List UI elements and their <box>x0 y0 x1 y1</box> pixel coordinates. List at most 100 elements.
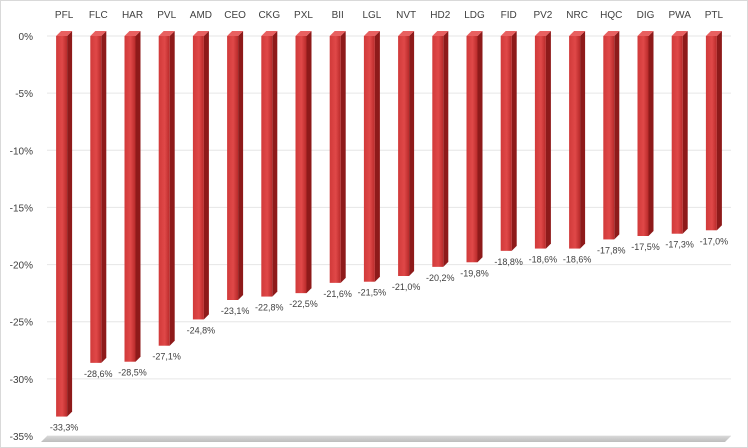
data-label: -18,6% <box>529 255 558 265</box>
data-label: -20,2% <box>426 273 455 283</box>
bar-side <box>511 31 517 251</box>
bar-top <box>363 31 380 36</box>
bar <box>261 36 273 297</box>
category-label: LGL <box>362 10 381 21</box>
bar <box>56 36 68 417</box>
y-tick-label: -5% <box>15 89 33 100</box>
bar-top <box>534 31 551 36</box>
bar-side <box>272 31 278 297</box>
category-label: PXL <box>294 10 313 21</box>
y-tick-label: -30% <box>10 375 33 386</box>
category-label: PV2 <box>533 10 552 21</box>
bar-side <box>614 31 620 240</box>
category-label: NVT <box>396 10 416 21</box>
category-label: PVL <box>157 10 176 21</box>
bar <box>227 36 239 300</box>
category-label: CEO <box>224 10 246 21</box>
bar <box>124 36 136 362</box>
bar-side <box>67 31 73 417</box>
bar <box>295 36 307 294</box>
data-label: -21,0% <box>392 282 421 292</box>
bar <box>671 36 683 234</box>
data-label: -28,5% <box>118 368 147 378</box>
category-label: HAR <box>122 10 143 21</box>
bar-side <box>648 31 654 236</box>
bar <box>705 36 717 231</box>
bar-side <box>135 31 141 362</box>
bar <box>363 36 375 282</box>
bar-top <box>603 31 620 36</box>
data-label: -19,8% <box>460 268 489 278</box>
data-label: -18,6% <box>563 255 592 265</box>
bar-top <box>124 31 141 36</box>
bar <box>329 36 341 283</box>
data-label: -21,5% <box>358 288 387 298</box>
bar-side <box>409 31 415 276</box>
bar-top <box>227 31 244 36</box>
category-label: HD2 <box>430 10 450 21</box>
bar-side <box>443 31 449 267</box>
bar-top <box>56 31 73 36</box>
bar <box>500 36 512 251</box>
category-label: BII <box>332 10 344 21</box>
bar-side <box>545 31 551 249</box>
bar-side <box>477 31 483 263</box>
bar-top <box>295 31 312 36</box>
data-label: -28,6% <box>84 369 113 379</box>
bar-side <box>682 31 688 234</box>
bar-side <box>374 31 380 282</box>
bar-side <box>580 31 586 249</box>
bar <box>158 36 170 346</box>
category-label: PFL <box>55 10 74 21</box>
bar-top <box>500 31 517 36</box>
bar-top <box>192 31 209 36</box>
y-tick-label: -25% <box>10 318 33 329</box>
data-label: -23,1% <box>221 306 250 316</box>
y-tick-label: -10% <box>10 146 33 157</box>
bar-side <box>203 31 209 320</box>
bar-top <box>466 31 483 36</box>
data-label: -27,1% <box>152 352 181 362</box>
y-tick-label: -20% <box>10 261 33 272</box>
bar-top <box>637 31 654 36</box>
category-label: AMD <box>190 10 212 21</box>
data-label: -18,8% <box>494 257 523 267</box>
bar <box>637 36 649 236</box>
bar-top <box>261 31 278 36</box>
bar <box>603 36 615 240</box>
bar-side <box>716 31 722 231</box>
bar-top <box>329 31 346 36</box>
bar-side <box>340 31 346 283</box>
bar-side <box>169 31 175 346</box>
y-tick-label: -15% <box>10 203 33 214</box>
bar <box>432 36 444 267</box>
chart-floor <box>41 436 731 442</box>
data-label: -17,3% <box>665 240 694 250</box>
category-label: PWA <box>668 10 691 21</box>
data-label: -21,6% <box>323 289 352 299</box>
bar-side <box>101 31 107 363</box>
bar-top <box>705 31 722 36</box>
bar-top <box>569 31 586 36</box>
bar <box>569 36 581 249</box>
category-label: CKG <box>258 10 280 21</box>
data-label: -17,8% <box>597 245 626 255</box>
category-label: DIG <box>637 10 655 21</box>
data-label: -22,8% <box>255 303 284 313</box>
bar-side <box>306 31 312 294</box>
data-label: -17,0% <box>700 236 729 246</box>
data-label: -24,8% <box>187 325 216 335</box>
category-label: FLC <box>89 10 108 21</box>
bar-top <box>90 31 107 36</box>
bar-top <box>432 31 449 36</box>
bar <box>534 36 546 249</box>
bar <box>192 36 204 320</box>
y-tick-label: -35% <box>10 432 33 443</box>
category-label: NRC <box>566 10 588 21</box>
category-label: PTL <box>705 10 724 21</box>
bar-top <box>398 31 415 36</box>
data-label: -33,3% <box>50 423 79 433</box>
bar <box>90 36 102 363</box>
